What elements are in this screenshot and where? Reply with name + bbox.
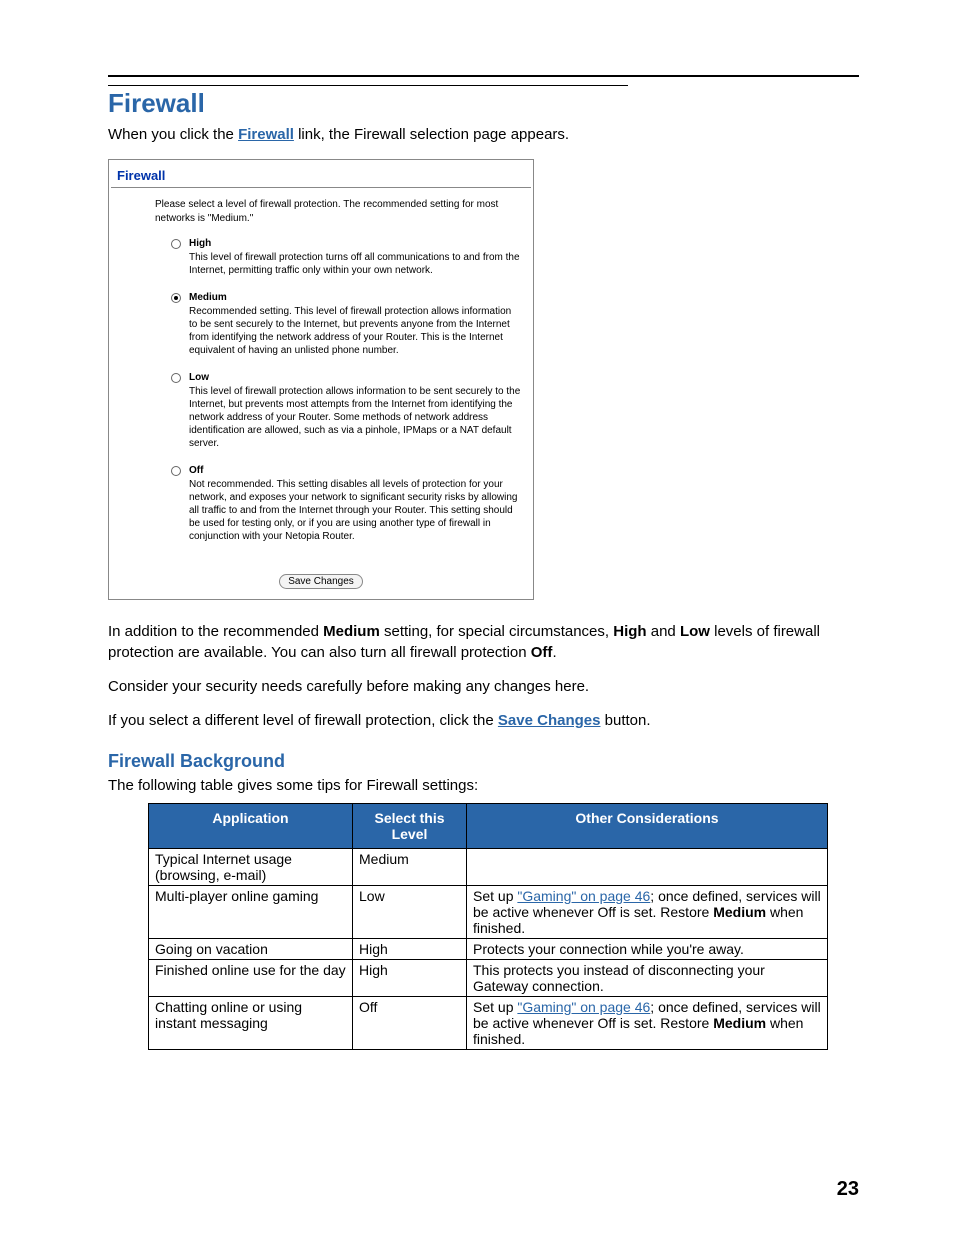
firewall-settings-screenshot: Firewall Please select a level of firewa… (108, 159, 534, 600)
subheading-firewall-background: Firewall Background (108, 751, 859, 772)
cell-level: High (353, 959, 467, 996)
gaming-link[interactable]: "Gaming" on page 46 (517, 999, 650, 1015)
table-row: Multi-player online gaming Low Set up "G… (149, 885, 828, 938)
radio-low[interactable] (171, 373, 181, 383)
top-rule (108, 75, 859, 77)
save-changes-link[interactable]: Save Changes (498, 712, 601, 729)
option-desc: Recommended setting. This level of firew… (189, 305, 521, 357)
radio-off[interactable] (171, 466, 181, 476)
screenshot-instruction: Please select a level of firewall protec… (111, 188, 531, 231)
option-off[interactable]: Off Not recommended. This setting disabl… (171, 464, 521, 543)
option-desc: Not recommended. This setting disables a… (189, 478, 521, 543)
save-changes-button[interactable]: Save Changes (279, 574, 363, 589)
option-desc: This level of firewall protection turns … (189, 251, 521, 277)
t: If you select a different level of firew… (108, 712, 498, 729)
paragraph-levels: In addition to the recommended Medium se… (108, 622, 859, 663)
cell-app: Typical Internet usage (browsing, e-mail… (149, 848, 353, 885)
th-level: Select this Level (353, 803, 467, 848)
option-label: Low (189, 371, 521, 384)
option-low[interactable]: Low This level of firewall protection al… (171, 371, 521, 450)
t: setting, for special circumstances, (380, 623, 613, 640)
bold-medium: Medium (323, 623, 380, 640)
option-body: High This level of firewall protection t… (189, 237, 521, 277)
t: button. (600, 712, 650, 729)
th-application: Application (149, 803, 353, 848)
cell-level: Low (353, 885, 467, 938)
firewall-link[interactable]: Firewall (238, 126, 294, 143)
paragraph-savechanges: If you select a different level of firew… (108, 711, 859, 731)
option-label: High (189, 237, 521, 250)
cell-other: Set up "Gaming" on page 46; once defined… (467, 885, 828, 938)
option-body: Medium Recommended setting. This level o… (189, 291, 521, 357)
page-number: 23 (837, 1178, 859, 1201)
cell-other: Protects your connection while you're aw… (467, 938, 828, 959)
option-body: Off Not recommended. This setting disabl… (189, 464, 521, 543)
t: In addition to the recommended (108, 623, 323, 640)
cell-app: Chatting online or using instant messagi… (149, 996, 353, 1049)
paragraph-consider: Consider your security needs carefully b… (108, 677, 859, 697)
table-row: Going on vacation High Protects your con… (149, 938, 828, 959)
cell-other: This protects you instead of disconnecti… (467, 959, 828, 996)
firewall-level-options: High This level of firewall protection t… (111, 231, 531, 563)
table-row: Typical Internet usage (browsing, e-mail… (149, 848, 828, 885)
bold-low: Low (680, 623, 710, 640)
option-medium[interactable]: Medium Recommended setting. This level o… (171, 291, 521, 357)
t: Set up (473, 888, 517, 904)
cell-app: Multi-player online gaming (149, 885, 353, 938)
cell-level: Medium (353, 848, 467, 885)
document-page: Firewall When you click the Firewall lin… (0, 0, 954, 1235)
intro-prefix: When you click the (108, 126, 238, 143)
cell-other (467, 848, 828, 885)
option-label: Medium (189, 291, 521, 304)
screenshot-button-row: Save Changes (111, 571, 531, 589)
t: Set up (473, 999, 517, 1015)
cell-level: High (353, 938, 467, 959)
cell-app: Going on vacation (149, 938, 353, 959)
intro-suffix: link, the Firewall selection page appear… (294, 126, 569, 143)
cell-other: Set up "Gaming" on page 46; once defined… (467, 996, 828, 1049)
table-header-row: Application Select this Level Other Cons… (149, 803, 828, 848)
t: . (552, 644, 556, 661)
t: and (647, 623, 680, 640)
cell-level: Off (353, 996, 467, 1049)
table-row: Finished online use for the day High Thi… (149, 959, 828, 996)
section-title: Firewall (108, 88, 859, 119)
gaming-link[interactable]: "Gaming" on page 46 (517, 888, 650, 904)
bold-medium: Medium (713, 1015, 766, 1031)
option-label: Off (189, 464, 521, 477)
bold-high: High (613, 623, 646, 640)
option-body: Low This level of firewall protection al… (189, 371, 521, 450)
heading-rule (108, 85, 628, 86)
table-row: Chatting online or using instant messagi… (149, 996, 828, 1049)
th-other: Other Considerations (467, 803, 828, 848)
bold-off: Off (531, 644, 553, 661)
bold-medium: Medium (713, 904, 766, 920)
firewall-tips-table: Application Select this Level Other Cons… (148, 803, 828, 1050)
option-desc: This level of firewall protection allows… (189, 385, 521, 450)
screenshot-title: Firewall (111, 162, 531, 188)
radio-high[interactable] (171, 239, 181, 249)
radio-medium[interactable] (171, 293, 181, 303)
table-intro-text: The following table gives some tips for … (108, 776, 859, 796)
intro-paragraph: When you click the Firewall link, the Fi… (108, 125, 859, 145)
cell-app: Finished online use for the day (149, 959, 353, 996)
option-high[interactable]: High This level of firewall protection t… (171, 237, 521, 277)
